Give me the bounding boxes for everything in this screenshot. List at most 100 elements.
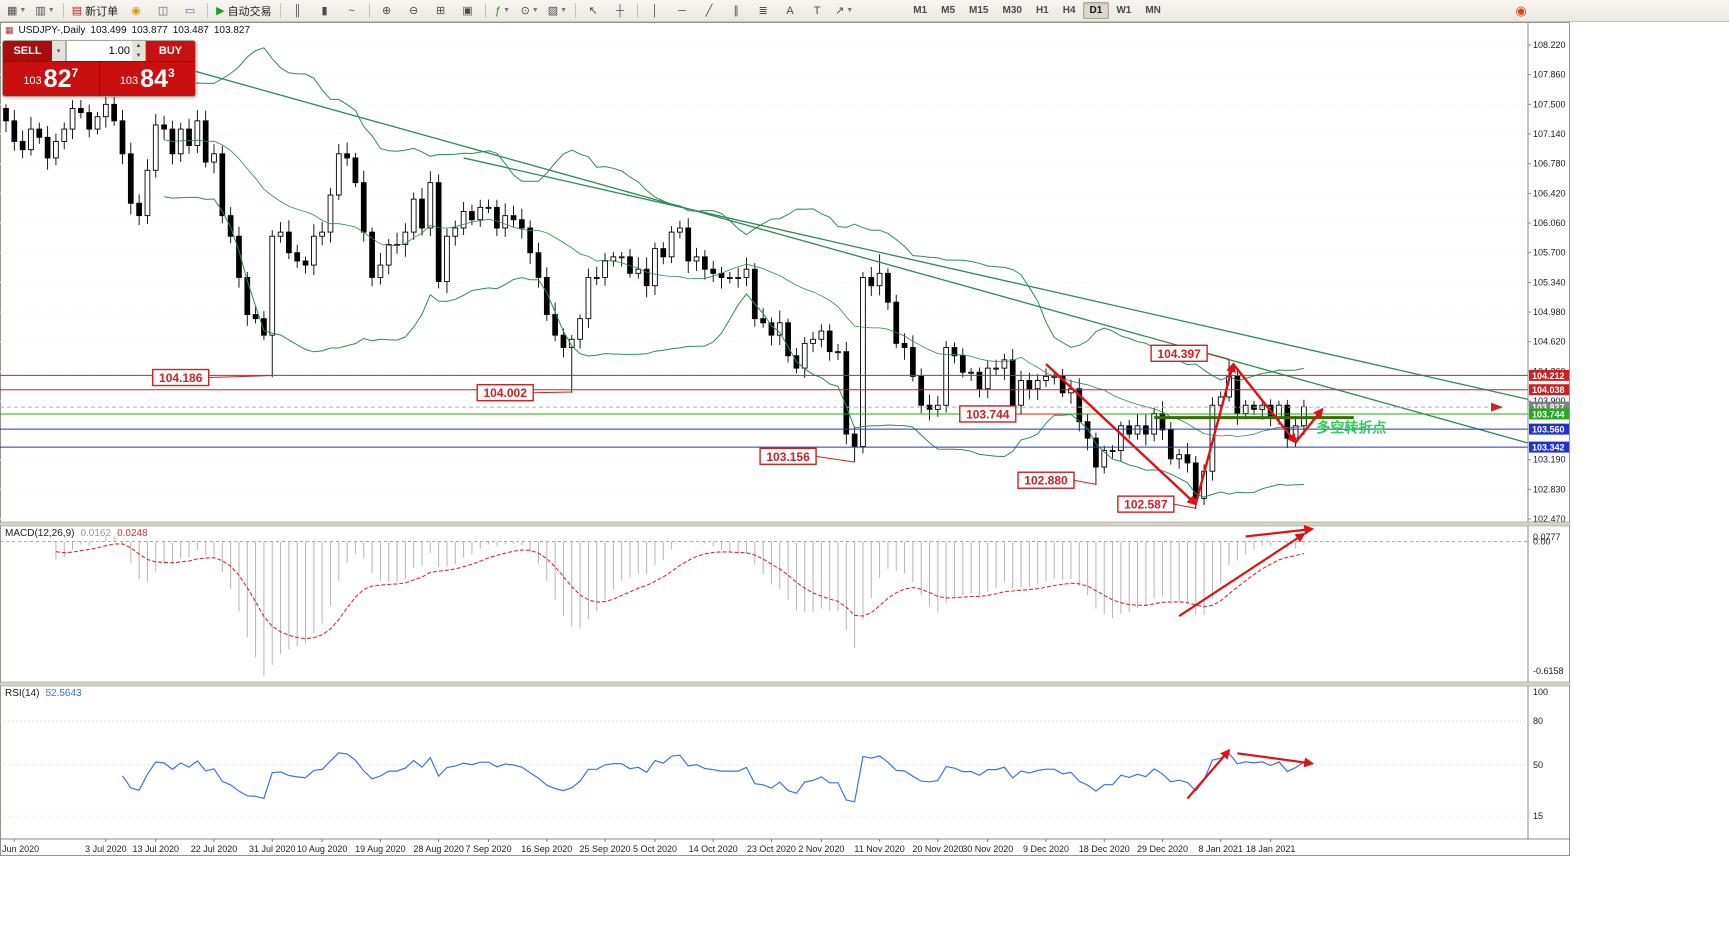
- templates-button[interactable]: ▨ ▼: [544, 1, 571, 21]
- trendline-button[interactable]: ╱: [696, 1, 722, 21]
- timeframe-m15[interactable]: M15: [969, 5, 989, 16]
- macd-arrow-object[interactable]: [1245, 524, 1315, 538]
- zoom-in-button[interactable]: ⊕: [374, 1, 400, 21]
- price-callout-102.587[interactable]: 102.587: [1117, 495, 1175, 513]
- buy-button[interactable]: BUY: [146, 41, 195, 61]
- horizontal-line-button[interactable]: ─: [669, 1, 695, 21]
- toolbar-separator: [637, 3, 639, 18]
- price-callout-103.744[interactable]: 103.744: [959, 405, 1017, 423]
- candle-body: [252, 314, 259, 320]
- panel-splitter[interactable]: [0, 681, 1571, 687]
- indicators-button[interactable]: ƒ ▼: [490, 1, 516, 21]
- fibonacci-button[interactable]: ≣: [750, 1, 776, 21]
- candle-body: [469, 211, 475, 221]
- timeframe-m30[interactable]: M30: [1002, 5, 1022, 16]
- bid-line-arrow-icon: [1491, 402, 1503, 412]
- bid-price-display[interactable]: 103 82 7: [3, 62, 100, 96]
- macd-scale-label: 0.00: [1533, 536, 1551, 546]
- macd-histogram: [55, 536, 1305, 676]
- volume-up-button[interactable]: ▲: [132, 41, 145, 51]
- candle-body: [86, 112, 93, 130]
- timeframe-w1[interactable]: W1: [1116, 5, 1132, 16]
- price-callout-104.397[interactable]: 104.397: [1150, 344, 1208, 362]
- trend-arrow-object[interactable]: [1194, 362, 1236, 505]
- price-callout-102.880[interactable]: 102.880: [1017, 471, 1075, 489]
- bar-chart-icon: ║: [293, 4, 302, 17]
- candle-body: [194, 120, 201, 147]
- candle-body: [893, 301, 900, 344]
- timeframe-d1[interactable]: D1: [1082, 2, 1110, 19]
- macd-arrow-object[interactable]: [1178, 532, 1306, 618]
- new-order-button[interactable]: ▤ 新订单: [68, 1, 122, 21]
- rsi-arrow-object[interactable]: [1237, 752, 1315, 768]
- market-watch-button[interactable]: ◉: [123, 1, 149, 21]
- price-callout-104.002[interactable]: 104.002: [476, 383, 534, 402]
- new-chart-button[interactable]: ▦ ▼: [3, 1, 30, 21]
- equidistant-channel-button[interactable]: ∥: [723, 1, 749, 21]
- candle-body: [835, 351, 841, 354]
- panel-splitter[interactable]: [0, 521, 1571, 527]
- candle-body: [460, 211, 467, 229]
- candlestick-chart-button[interactable]: ▮: [312, 1, 338, 21]
- periods-button[interactable]: ⊙ ▼: [517, 1, 543, 21]
- candle-body: [868, 277, 875, 287]
- callout-leader-line: [208, 375, 273, 379]
- candle-body: [44, 136, 51, 159]
- callout-text: 102.880: [1024, 474, 1068, 488]
- price-tick-label: 106.780: [1533, 159, 1566, 169]
- line-chart-button[interactable]: ~: [339, 1, 365, 21]
- candle-body: [435, 182, 442, 283]
- trend-arrow-object[interactable]: [1232, 363, 1297, 444]
- autotrading-button[interactable]: ▶ 自动交易: [212, 1, 275, 21]
- timeframe-m1[interactable]: M1: [913, 5, 928, 16]
- note-annotation[interactable]: 多空转折点: [1316, 419, 1386, 435]
- order-type-dropdown[interactable]: ▾: [52, 41, 66, 61]
- main-toolbar: ▦ ▼ ▥ ▼ ▤ 新订单 ◉ ◫ ▭ ▶ 自动交易 ║ ▮ ~ ⊕ ⊖ ⊞ ▣ ƒ ▼ ⊙ ▼ ▨ ▼ ↖ ┼ │ ─ ╱ ∥ ≣ A T ↗ ▼…: [0, 0, 1729, 22]
- vertical-line-button[interactable]: │: [642, 1, 668, 21]
- candle-body: [127, 153, 134, 204]
- chart-profiles-button[interactable]: ▥ ▼: [31, 1, 58, 21]
- timeframe-m5[interactable]: M5: [941, 5, 956, 16]
- rsi-scale-label: 15: [1533, 811, 1543, 821]
- zoom-out-button[interactable]: ⊖: [401, 1, 427, 21]
- candlestick-chart-icon: ▮: [321, 5, 328, 17]
- price-tick-label: 107.140: [1533, 129, 1566, 139]
- candle-body: [385, 244, 392, 266]
- trendline-object-2[interactable]: [463, 157, 1529, 401]
- macd-signal-line: [55, 543, 1305, 640]
- price-callout-103.156[interactable]: 103.156: [759, 447, 817, 466]
- price-tick-label: 102.470: [1533, 514, 1566, 524]
- rsi-arrow-object[interactable]: [1186, 748, 1231, 800]
- candle-body: [61, 128, 68, 142]
- trendline-object-1[interactable]: [180, 66, 1529, 444]
- text-label-button[interactable]: T: [804, 1, 830, 21]
- cursor-button[interactable]: ↖: [580, 1, 606, 21]
- candle-body: [976, 371, 983, 390]
- trend-arrow-object[interactable]: [1045, 363, 1198, 506]
- sell-button[interactable]: SELL: [3, 41, 52, 61]
- price-callout-104.186[interactable]: 104.186: [152, 368, 210, 387]
- volume-input[interactable]: [67, 41, 132, 61]
- candle-body: [810, 338, 816, 344]
- timeframe-mn[interactable]: MN: [1145, 5, 1161, 16]
- volume-down-button[interactable]: ▼: [132, 51, 145, 61]
- timeframe-h4[interactable]: H4: [1062, 5, 1076, 16]
- tile-windows-button[interactable]: ⊞: [428, 1, 454, 21]
- vertical-line-icon: │: [651, 4, 659, 17]
- trend-arrow-object[interactable]: [1294, 407, 1324, 444]
- text-button[interactable]: A: [777, 1, 803, 21]
- crosshair-button[interactable]: ┼: [607, 1, 633, 21]
- navigator-button[interactable]: ▭: [177, 1, 203, 21]
- date-tick-label: 25 Sep 2020: [580, 844, 631, 854]
- timeframe-h1[interactable]: H1: [1035, 5, 1049, 16]
- price-tick-label: 103.900: [1533, 396, 1566, 406]
- candle-body: [1109, 450, 1116, 453]
- strategy-tester-button[interactable]: ◫: [150, 1, 176, 21]
- auto-arrange-button[interactable]: ▣: [455, 1, 481, 21]
- bar-chart-button[interactable]: ║: [285, 1, 311, 21]
- date-tick-label: 18 Jun 2020: [0, 844, 39, 854]
- arrows-button[interactable]: ↗ ▼: [831, 1, 857, 21]
- ask-price-display[interactable]: 103 84 3: [99, 62, 195, 96]
- alerts-icon[interactable]: ◉: [1515, 2, 1527, 18]
